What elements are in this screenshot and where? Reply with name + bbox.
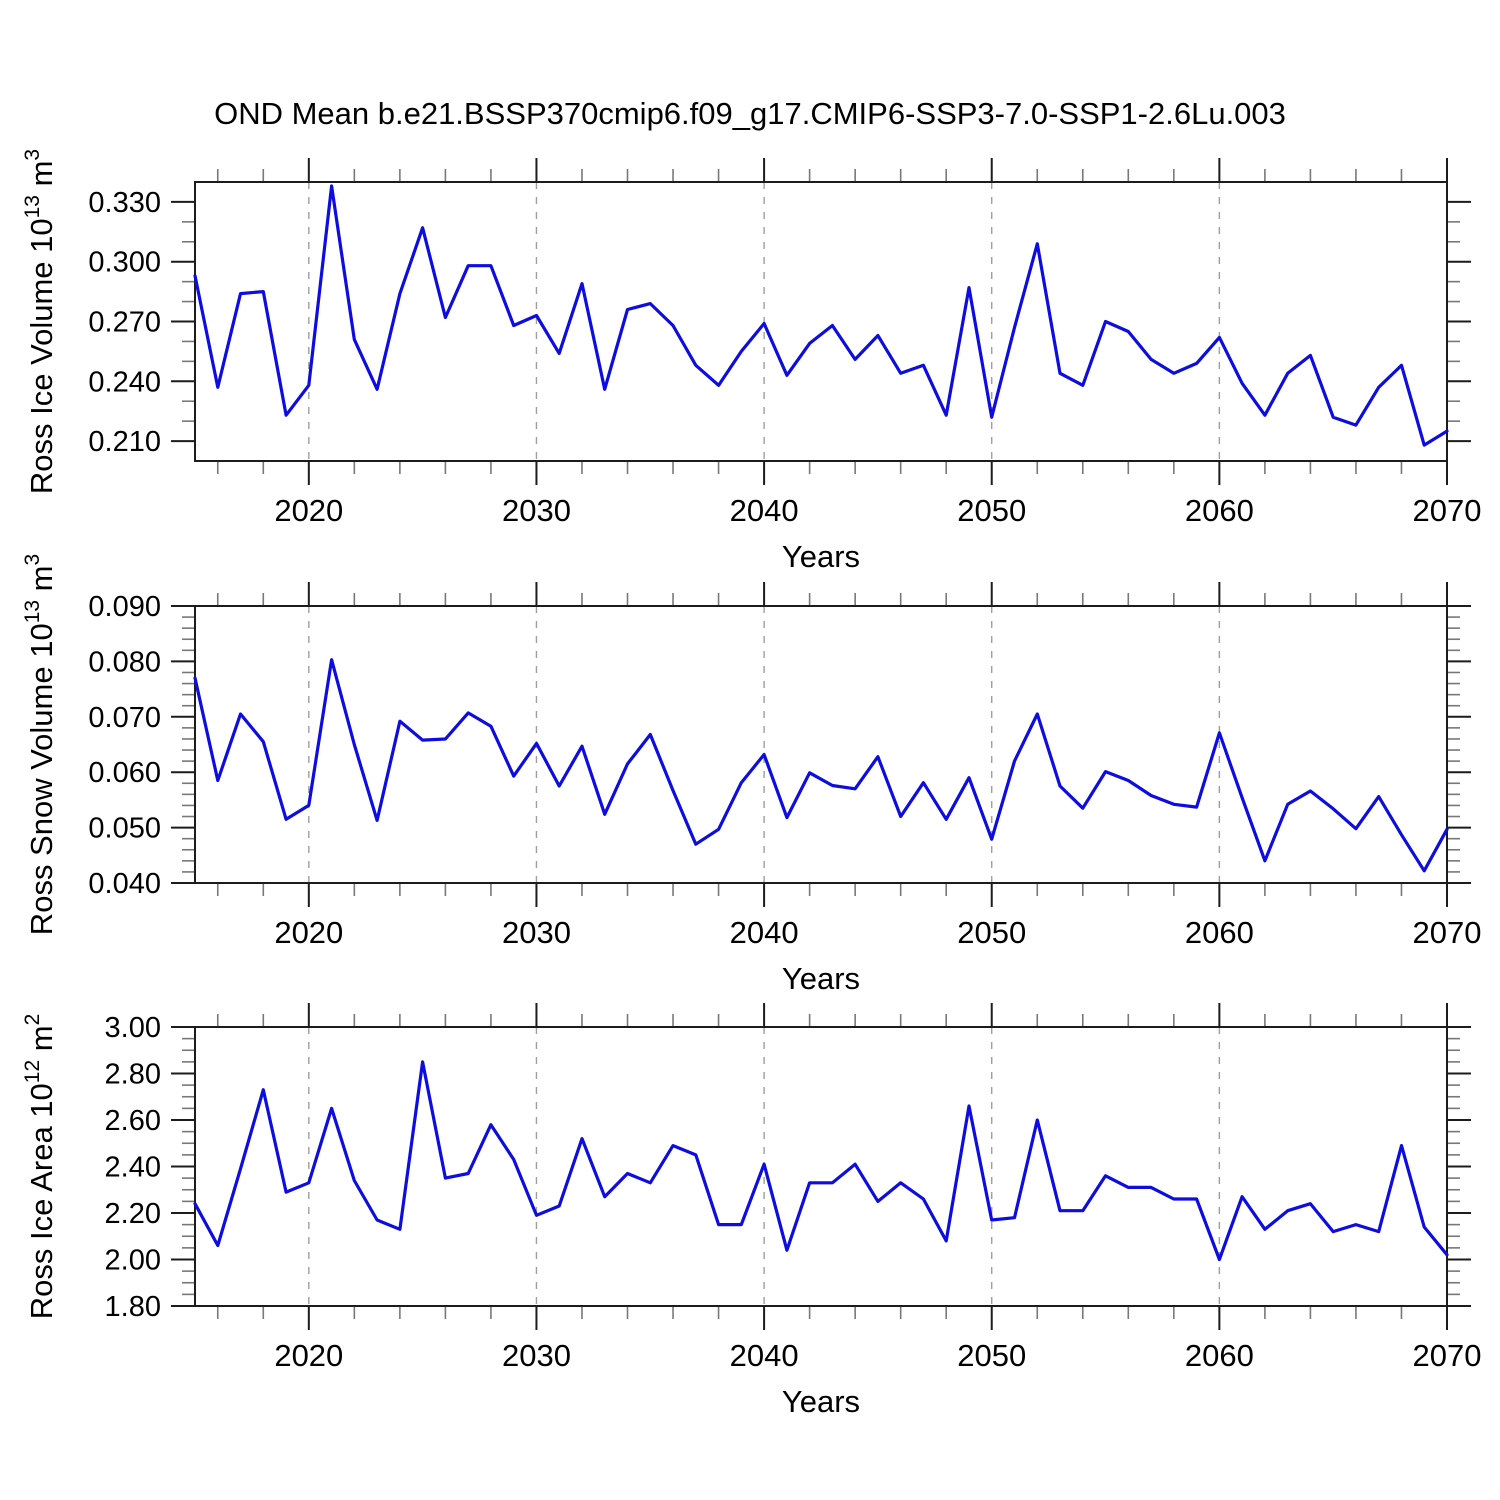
x-tick-label: 2040 — [730, 915, 799, 950]
plot-frame — [194, 181, 1448, 462]
x-tick-label: 2070 — [1413, 915, 1482, 950]
y-tick-label: 0.060 — [88, 757, 161, 789]
x-tick-label: 2030 — [502, 915, 571, 950]
x-tick-label: 2040 — [730, 1338, 799, 1373]
y-tick-label: 0.070 — [88, 702, 161, 734]
x-tick-label: 2030 — [502, 493, 571, 528]
y-tick-label: 0.050 — [88, 813, 161, 845]
data-line-ross-ice-area — [193, 1060, 1449, 1262]
x-tick-label: 2050 — [957, 493, 1026, 528]
data-line-ross-ice-volume — [193, 184, 1449, 447]
y-axis-title: Ross Snow Volume 1013​ m3​ — [21, 554, 59, 935]
x-tick-label: 2070 — [1413, 1338, 1482, 1373]
x-tick-label: 2040 — [730, 493, 799, 528]
x-tick-label: 2050 — [957, 1338, 1026, 1373]
x-tick-label: 2060 — [1185, 915, 1254, 950]
y-tick-label: 0.210 — [88, 426, 161, 458]
x-tick-label: 2060 — [1185, 493, 1254, 528]
x-axis-title: Years — [782, 961, 860, 996]
y-tick-label: 0.330 — [88, 187, 161, 219]
y-tick-label: 0.090 — [88, 591, 161, 623]
data-line-ross-snow-volume — [193, 658, 1449, 873]
plot-frame — [194, 605, 1448, 884]
y-tick-label: 2.00 — [105, 1245, 161, 1277]
y-tick-label: 2.80 — [105, 1059, 161, 1091]
panel-ross-snow-volume: 2020 2030 2040 2050 2060 2070 0.040 0.050 0.060 0… — [21, 554, 1481, 996]
x-tick-label: 2060 — [1185, 1338, 1254, 1373]
y-tick-label: 1.80 — [105, 1291, 161, 1323]
panel-ross-ice-area: 2020 2030 2040 2050 2060 2070 1.80 2.00 2.20 2.40… — [21, 1003, 1481, 1419]
y-tick-label: 0.080 — [88, 646, 161, 678]
x-axis-title: Years — [782, 539, 860, 574]
chart-title: OND Mean b.e21.BSSP370cmip6.f09_g17.CMIP… — [214, 96, 1286, 131]
x-tick-label: 2030 — [502, 1338, 571, 1373]
x-tick-label: 2020 — [274, 915, 343, 950]
y-tick-label: 3.00 — [105, 1012, 161, 1044]
x-tick-label: 2070 — [1413, 493, 1482, 528]
x-tick-label: 2020 — [274, 493, 343, 528]
x-tick-label: 2050 — [957, 915, 1026, 950]
plot-frame — [194, 1026, 1448, 1307]
x-axis-title: Years — [782, 1384, 860, 1419]
y-tick-label: 2.20 — [105, 1198, 161, 1230]
y-tick-label: 0.240 — [88, 366, 161, 398]
y-tick-label: 0.300 — [88, 247, 161, 279]
y-tick-label: 2.60 — [105, 1105, 161, 1137]
y-tick-label: 2.40 — [105, 1152, 161, 1184]
y-axis-title: Ross Ice Area 1012​ m2​ — [21, 1014, 59, 1320]
x-tick-label: 2020 — [274, 1338, 343, 1373]
y-tick-label: 0.040 — [88, 868, 161, 900]
y-tick-label: 0.270 — [88, 307, 161, 339]
panel-ross-ice-volume: 2020 2030 2040 2050 2060 2070 0.210 0.240 0.270 0… — [21, 149, 1481, 574]
y-axis-title: Ross Ice Volume 1013​ m3​ — [21, 149, 59, 494]
